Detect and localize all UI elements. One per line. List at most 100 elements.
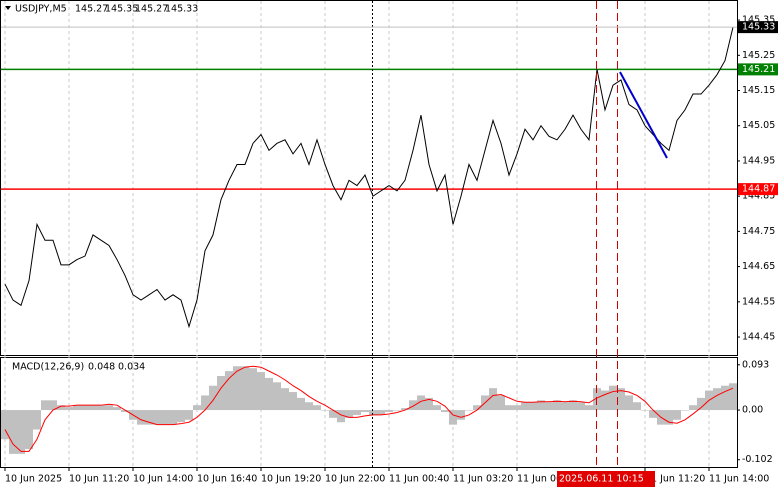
- x-tick-label: 11 Jun 03:20: [453, 474, 513, 485]
- histogram-bar: [57, 405, 65, 411]
- histogram-bar: [665, 410, 673, 425]
- histogram-bar: [641, 410, 649, 411]
- last-price-box: [738, 21, 778, 34]
- histogram-bar: [561, 402, 569, 411]
- histogram-bar: [729, 383, 737, 411]
- histogram-bar: [345, 410, 353, 418]
- y-tick-label: 144.65: [742, 261, 775, 272]
- histogram-bar: [217, 375, 225, 411]
- histogram-bar: [425, 397, 433, 411]
- x-tick-label: 11 Jun 00:40: [389, 474, 449, 485]
- histogram-bar: [417, 395, 425, 411]
- histogram-bar: [609, 385, 617, 411]
- histogram-bar: [121, 410, 129, 412]
- histogram-bar: [169, 410, 177, 425]
- histogram-bar: [281, 388, 289, 411]
- histogram-bar: [1, 410, 9, 440]
- level-label-box: [738, 183, 778, 196]
- histogram-bar: [153, 410, 161, 425]
- histogram-bar: [361, 410, 369, 412]
- signal-line: [4, 365, 734, 452]
- histogram-bar: [105, 405, 113, 411]
- macd-title: MACD(12,26,9): [12, 362, 84, 373]
- x-tick-label: 11 Jun 06:00: [517, 474, 577, 485]
- histogram-bar: [497, 395, 505, 411]
- histogram-bar: [513, 405, 521, 411]
- histogram-bar: [177, 410, 185, 423]
- histogram-bar: [305, 402, 313, 411]
- histogram-bar: [193, 405, 201, 411]
- y-tick-label: 144.45: [742, 332, 775, 343]
- histogram-bar: [353, 410, 361, 415]
- histogram-bar: [329, 410, 337, 418]
- histogram-bar: [433, 405, 441, 411]
- histogram-bar: [369, 410, 377, 415]
- y-tick-label: 145.15: [742, 85, 775, 96]
- x-tick-label: 10 Jun 11:20: [69, 474, 129, 485]
- histogram-bar: [273, 382, 281, 411]
- histogram-bar: [97, 405, 105, 411]
- histogram-bar: [241, 366, 249, 411]
- histogram-bar: [377, 410, 385, 415]
- histogram-bar: [553, 400, 561, 411]
- histogram-bar: [73, 405, 81, 411]
- histogram-bar: [257, 372, 265, 411]
- time-marker-label: 2025.06.11 10:15: [559, 474, 644, 485]
- histogram-bar: [337, 410, 345, 423]
- histogram-bar: [441, 410, 449, 412]
- histogram-bar: [505, 405, 513, 411]
- y-tick-label: 0.093: [742, 359, 769, 370]
- histogram-bar: [673, 410, 681, 420]
- macd-reading: 0.034: [118, 362, 145, 373]
- histogram-bar: [713, 388, 721, 411]
- ohlc-value: 145.33: [165, 4, 198, 15]
- x-tick-label: 10 Jun 19:20: [261, 474, 321, 485]
- histogram-bar: [265, 377, 273, 411]
- histogram-bar: [601, 390, 609, 411]
- price-line: [4, 27, 734, 329]
- histogram-bar: [297, 397, 305, 411]
- level-label-box: [738, 63, 778, 76]
- histogram-bar: [249, 368, 257, 411]
- histogram-bar: [89, 405, 97, 411]
- ohlc-value: 145.35: [105, 4, 138, 15]
- histogram-bar: [585, 405, 593, 411]
- histogram-bar: [313, 405, 321, 411]
- histogram-bar: [681, 410, 689, 411]
- x-tick-label: 11 Jun 11:20: [645, 474, 705, 485]
- y-tick-label: 145.35: [742, 15, 775, 26]
- histogram-bar: [697, 397, 705, 411]
- menu-icon[interactable]: [5, 6, 11, 10]
- y-tick-label: 144.95: [742, 155, 775, 166]
- histogram-bar: [25, 410, 33, 449]
- histogram-bar: [201, 395, 209, 411]
- histogram-bar: [545, 402, 553, 411]
- histogram-bar: [225, 371, 233, 411]
- histogram-bar: [65, 407, 73, 411]
- histogram-bar: [457, 410, 465, 420]
- histogram-bar: [401, 408, 409, 411]
- histogram-bar: [617, 388, 625, 411]
- histogram-bar: [489, 388, 497, 411]
- last-price-label: 145.33: [742, 22, 775, 33]
- price-panel: [0, 0, 738, 356]
- x-tick-label: 10 Jun 2025: [5, 474, 62, 485]
- ohlc-value: 145.27: [75, 4, 108, 15]
- macd-reading: 0.048: [88, 362, 115, 373]
- histogram-bar: [233, 366, 241, 411]
- histogram-bar: [537, 400, 545, 411]
- histogram-bar: [465, 410, 473, 411]
- histogram-bar: [529, 402, 537, 411]
- y-tick-label: 144.55: [742, 296, 775, 307]
- x-tick-label: 10 Jun 16:40: [197, 474, 257, 485]
- histogram-bar: [49, 400, 57, 411]
- histogram-bar: [9, 410, 17, 454]
- histogram-bar: [145, 410, 153, 425]
- histogram-bar: [385, 410, 393, 412]
- level-label: 145.21: [742, 64, 775, 75]
- histogram-bar: [113, 407, 121, 411]
- x-tick-label: 10 Jun 22:00: [325, 474, 385, 485]
- histogram-bar: [137, 410, 145, 425]
- time-marker-box: [557, 471, 655, 487]
